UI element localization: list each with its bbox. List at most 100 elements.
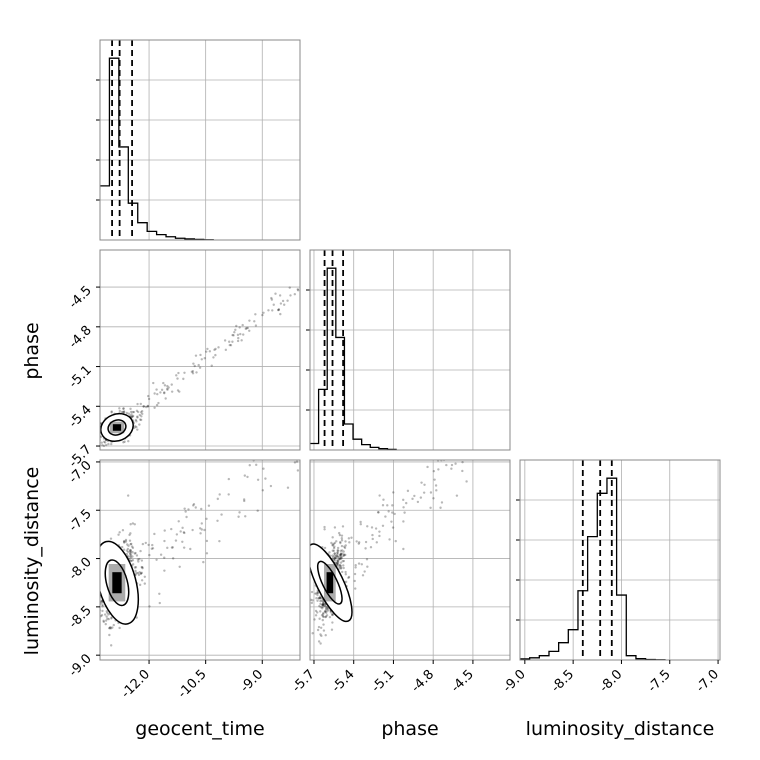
sample-point xyxy=(289,294,292,297)
sample-point xyxy=(131,415,134,418)
xtick-label-phase-3: -4.8 xyxy=(409,667,438,696)
sample-point xyxy=(319,610,322,613)
sample-point xyxy=(338,557,341,561)
sample-point xyxy=(281,299,285,303)
density-block-core xyxy=(112,424,122,431)
sample-point xyxy=(316,628,320,632)
sample-point xyxy=(322,601,325,605)
sample-point xyxy=(135,425,138,429)
sample-point xyxy=(267,454,269,456)
sample-point xyxy=(261,489,265,492)
sample-point xyxy=(339,561,343,564)
sample-point xyxy=(153,532,156,536)
sample-point xyxy=(484,439,486,441)
sample-point xyxy=(316,591,320,595)
sample-point xyxy=(365,558,369,561)
sample-point xyxy=(255,451,257,453)
sample-point xyxy=(481,417,483,419)
sample-point xyxy=(163,556,166,559)
sample-point xyxy=(140,565,143,569)
sample-point xyxy=(413,494,416,498)
sample-point xyxy=(108,626,112,630)
sample-point xyxy=(311,599,314,602)
sample-point xyxy=(122,441,125,444)
ytick-label-phase-4: -4.5 xyxy=(66,283,95,312)
sample-point xyxy=(279,302,283,305)
sample-point xyxy=(181,540,184,543)
sample-point xyxy=(277,308,280,312)
sample-point xyxy=(128,539,132,542)
sample-point xyxy=(318,604,321,608)
sample-point xyxy=(382,498,385,501)
sample-point xyxy=(86,441,88,443)
sample-point xyxy=(336,562,339,565)
contour-outer xyxy=(310,543,353,623)
sample-point xyxy=(364,547,367,550)
sample-point xyxy=(102,444,106,448)
sample-point xyxy=(342,554,346,557)
sample-point xyxy=(480,444,482,446)
sample-point xyxy=(337,559,340,562)
sample-point xyxy=(504,442,506,444)
sample-point xyxy=(218,493,221,496)
sample-point xyxy=(393,512,396,516)
sample-point xyxy=(333,554,336,557)
sample-point xyxy=(182,531,186,534)
histogram-step-luminosity_distance xyxy=(520,477,666,661)
sample-point xyxy=(486,440,488,442)
sample-point xyxy=(183,507,186,510)
sample-point xyxy=(240,339,243,342)
histogram-step-phase xyxy=(310,267,397,451)
sample-point xyxy=(378,494,381,497)
sample-point xyxy=(151,547,155,550)
sample-point xyxy=(200,358,203,361)
sample-point xyxy=(454,462,457,465)
sample-point xyxy=(118,409,122,413)
sample-point xyxy=(155,388,158,391)
sample-point xyxy=(331,613,335,616)
sample-point xyxy=(184,510,187,513)
sample-point xyxy=(319,633,322,636)
sample-point xyxy=(279,312,282,316)
sample-point xyxy=(328,551,331,554)
sample-point xyxy=(338,567,341,570)
sample-point xyxy=(100,435,103,439)
sample-point xyxy=(325,607,328,610)
sample-point xyxy=(141,542,145,546)
sample-point xyxy=(354,566,357,569)
sample-point xyxy=(187,508,190,511)
sample-point xyxy=(277,308,280,312)
sample-point xyxy=(126,543,129,546)
sample-point xyxy=(93,435,95,437)
sample-point xyxy=(261,313,264,317)
sample-point xyxy=(315,592,318,595)
sample-point xyxy=(394,539,397,543)
sample-point xyxy=(117,533,120,536)
sample-point xyxy=(375,541,378,544)
sample-point xyxy=(353,579,356,583)
sample-point xyxy=(128,533,131,537)
sample-point xyxy=(178,390,181,393)
sample-point xyxy=(106,611,109,615)
sample-point xyxy=(163,391,166,394)
sample-point xyxy=(450,463,454,467)
sample-point xyxy=(272,303,275,306)
sample-point xyxy=(136,416,139,419)
sample-point xyxy=(136,558,140,561)
sample-point xyxy=(322,602,325,606)
sample-point xyxy=(110,617,113,620)
sample-point xyxy=(321,605,324,609)
sample-point xyxy=(159,553,163,556)
sample-point xyxy=(220,513,223,516)
sample-point xyxy=(366,565,369,568)
sample-point xyxy=(183,531,186,535)
sample-point xyxy=(330,541,333,545)
sample-point xyxy=(288,436,290,438)
sample-point xyxy=(138,413,141,417)
sample-point xyxy=(192,503,196,506)
sample-point xyxy=(136,415,139,418)
sample-point xyxy=(317,596,320,600)
sample-point xyxy=(336,563,339,566)
sample-point xyxy=(163,391,166,395)
scatter-panel-phase-luminosity_distance xyxy=(309,417,511,661)
